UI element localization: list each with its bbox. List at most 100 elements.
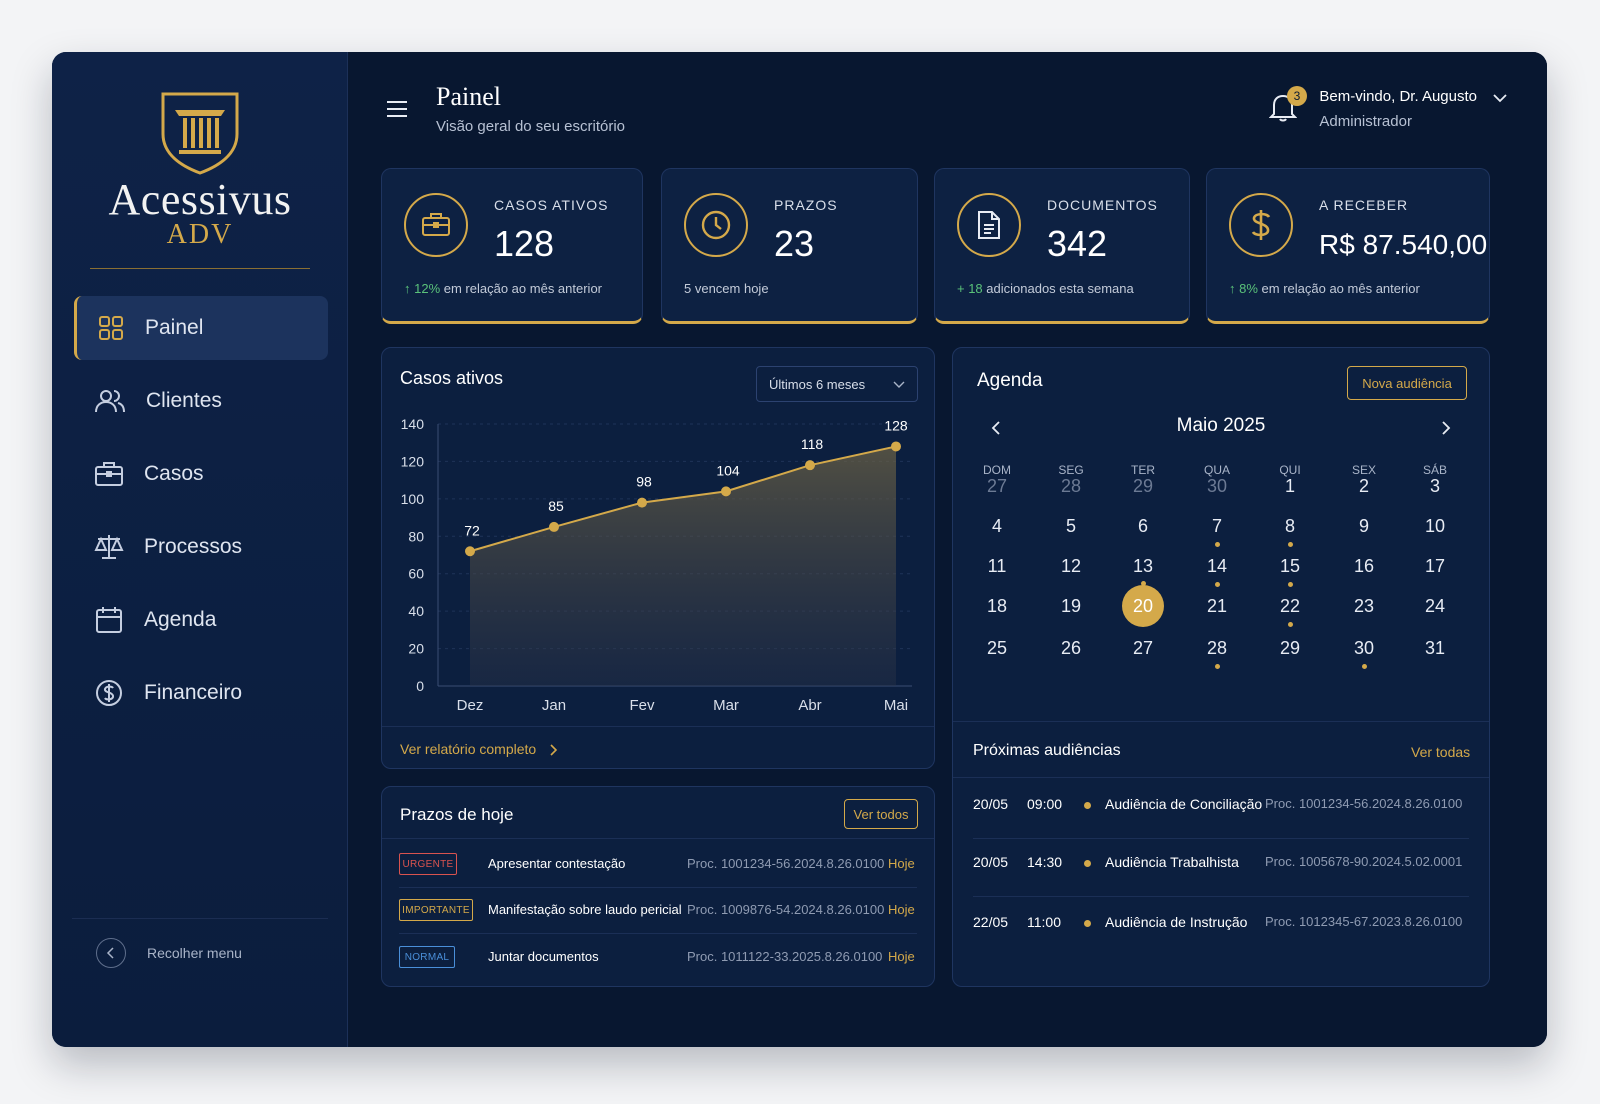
calendar-day[interactable]: 30 [1353, 638, 1375, 658]
collapse-menu-button[interactable]: Recolher menu [96, 938, 242, 968]
chevron-down-icon[interactable] [1493, 94, 1507, 103]
calendar-day[interactable]: 21 [1206, 596, 1228, 616]
hamburger-menu-icon[interactable] [386, 100, 408, 118]
hearing-date: 20/05 [973, 854, 1009, 870]
event-indicator-dot [1214, 542, 1220, 547]
chevron-right-icon[interactable] [1441, 420, 1451, 436]
document-icon [957, 193, 1021, 257]
sidebar-item-label: Clientes [146, 389, 222, 412]
row-divider [973, 896, 1469, 897]
deadline-task: Manifestação sobre laudo pericial [488, 902, 682, 917]
stat-card-a-receber[interactable]: A RECEBER R$ 87.540,00 ↑ 8% em relação a… [1206, 168, 1490, 324]
calendar-day[interactable]: 20 [1132, 596, 1154, 616]
view-all-deadlines-button[interactable]: Ver todos [844, 799, 918, 829]
hearing-name: Audiência de Instrução [1105, 914, 1248, 930]
calendar-day[interactable]: 19 [1060, 596, 1082, 616]
calendar-day[interactable]: 27 [1132, 638, 1154, 658]
y-tick-label: 40 [408, 603, 424, 619]
calendar-day[interactable]: 31 [1424, 638, 1446, 658]
sidebar-item-casos[interactable]: Casos [74, 442, 328, 506]
calendar-day[interactable]: 11 [987, 556, 1007, 576]
hearing-date: 22/05 [973, 914, 1009, 930]
calendar-day[interactable]: 27 [986, 476, 1008, 496]
stat-label: CASOS ATIVOS [494, 197, 609, 213]
y-tick-label: 100 [401, 491, 425, 507]
data-point [637, 497, 647, 508]
calendar-day[interactable]: 1 [1284, 476, 1295, 496]
stat-value: 342 [1047, 223, 1108, 264]
calendar-day[interactable]: 22 [1279, 596, 1301, 616]
calendar-day[interactable]: 24 [1424, 596, 1446, 616]
calendar-day[interactable]: 17 [1424, 556, 1446, 576]
calendar-day[interactable]: 28 [1060, 476, 1082, 496]
stat-card-documentos[interactable]: DOCUMENTOS 342 + 18 adicionados esta sem… [934, 168, 1190, 324]
user-role: Administrador [1319, 113, 1412, 130]
event-indicator-dot [1287, 622, 1293, 627]
calendar-day[interactable]: 8 [1284, 516, 1295, 536]
calendar-day[interactable]: 2 [1358, 476, 1369, 496]
calendar-day[interactable]: 28 [1206, 638, 1228, 658]
pillar-shield-icon [161, 92, 239, 175]
calendar-day[interactable]: 15 [1279, 556, 1301, 576]
users-icon [95, 390, 125, 413]
calendar-day[interactable]: 10 [1424, 516, 1446, 536]
notification-count-badge: 3 [1287, 86, 1307, 106]
hearing-time: 11:00 [1027, 914, 1061, 930]
calendar-day[interactable]: 18 [986, 596, 1008, 616]
period-select[interactable]: Últimos 6 meses [756, 366, 918, 402]
weekday-label: QUA [1203, 463, 1230, 477]
y-tick-label: 60 [408, 566, 424, 582]
sidebar-item-painel[interactable]: Painel [74, 296, 328, 360]
active-cases-chart: 0 20 40 60 80 100 120 140 72 Dez 85 Jan 98 Fev 104 Mar 1… [401, 416, 912, 714]
calendar-day[interactable]: 7 [1211, 516, 1222, 536]
calendar-day[interactable]: 5 [1065, 516, 1076, 536]
priority-tag: IMPORTANTE [399, 899, 473, 921]
deadlines-panel: Prazos de hoje Ver todos URGENTE Apresent… [381, 786, 935, 987]
hearing-date: 20/05 [973, 796, 1009, 812]
sidebar-item-label: Agenda [144, 608, 217, 631]
calendar-day[interactable]: 4 [991, 516, 1002, 536]
calendar-day[interactable]: 26 [1060, 638, 1082, 658]
calendar-day[interactable]: 14 [1206, 556, 1228, 576]
full-report-link[interactable]: Ver relatório completo [400, 741, 558, 757]
sidebar-item-financeiro[interactable]: Financeiro [74, 661, 328, 725]
calendar-day[interactable]: 23 [1353, 596, 1375, 616]
calendar-day[interactable]: 30 [1206, 476, 1228, 496]
calendar-day[interactable]: 3 [1429, 476, 1440, 496]
notifications-button[interactable]: 3 [1268, 86, 1307, 127]
hearing-name: Audiência Trabalhista [1105, 854, 1239, 870]
deadline-when: Hoje [888, 902, 915, 917]
sidebar-item-clientes[interactable]: Clientes [74, 369, 328, 433]
collapse-label: Recolher menu [147, 945, 242, 961]
stat-card-prazos[interactable]: PRAZOS 23 5 vencem hoje [661, 168, 918, 324]
user-menu[interactable]: Bem-vindo, Dr. Augusto Administrador [1319, 88, 1477, 130]
calendar-day[interactable]: 12 [1060, 556, 1082, 576]
event-indicator-dot [1287, 542, 1293, 547]
sidebar: Acessivus ADV Painel Clientes [52, 52, 348, 1047]
weekday-label: TER [1131, 463, 1155, 477]
deadlines-title: Prazos de hoje [400, 805, 514, 824]
sidebar-item-agenda[interactable]: Agenda [74, 588, 328, 652]
chevron-left-icon[interactable] [991, 420, 1001, 436]
chart-footer-divider [382, 726, 934, 727]
series-area [470, 446, 896, 686]
calendar-day[interactable]: 16 [1353, 556, 1375, 576]
calendar-day[interactable]: 13 [1132, 556, 1154, 576]
deadline-process: Proc. 1001234-56.2024.8.26.0100 [687, 856, 885, 871]
new-hearing-button[interactable]: Nova audiência [1347, 366, 1467, 400]
calendar-day[interactable]: 9 [1358, 516, 1369, 536]
series-line [469, 445, 897, 553]
calendar-day[interactable]: 29 [1279, 638, 1301, 658]
stat-card-casos-ativos[interactable]: CASOS ATIVOS 128 ↑ 12% em relação ao mês… [381, 168, 643, 324]
brand-name: Acessivus [108, 175, 292, 224]
page-subtitle: Visão geral do seu escritório [436, 118, 625, 135]
agenda-divider [953, 721, 1489, 722]
calendar-day[interactable]: 29 [1132, 476, 1154, 496]
data-label: 85 [548, 498, 564, 514]
row-divider [973, 838, 1469, 839]
calendar-day[interactable]: 6 [1137, 516, 1148, 536]
view-all-hearings-link[interactable]: Ver todas [1411, 744, 1471, 760]
calendar-day[interactable]: 25 [986, 638, 1008, 658]
hearing-process: Proc. 1012345-67.2023.8.26.0100 [1265, 914, 1463, 929]
sidebar-item-processos[interactable]: Processos [74, 515, 328, 579]
